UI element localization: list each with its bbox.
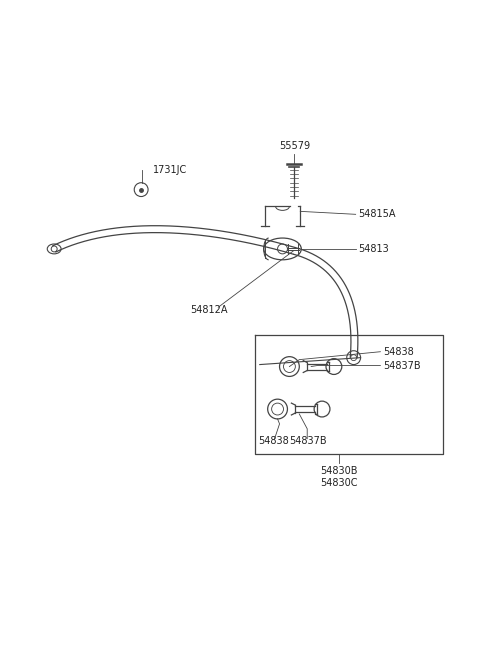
Text: 54830C: 54830C (320, 478, 358, 488)
Text: 54812A: 54812A (191, 305, 228, 315)
Text: 54837B: 54837B (384, 360, 421, 371)
Text: 54815A: 54815A (359, 210, 396, 219)
Text: 54813: 54813 (359, 244, 389, 254)
Text: 54838: 54838 (384, 346, 414, 357)
Text: 55579: 55579 (279, 141, 310, 151)
Text: 54830B: 54830B (320, 466, 358, 476)
Text: 1731JC: 1731JC (153, 165, 187, 175)
Text: 54838: 54838 (258, 436, 288, 445)
Text: 54837B: 54837B (289, 436, 327, 445)
